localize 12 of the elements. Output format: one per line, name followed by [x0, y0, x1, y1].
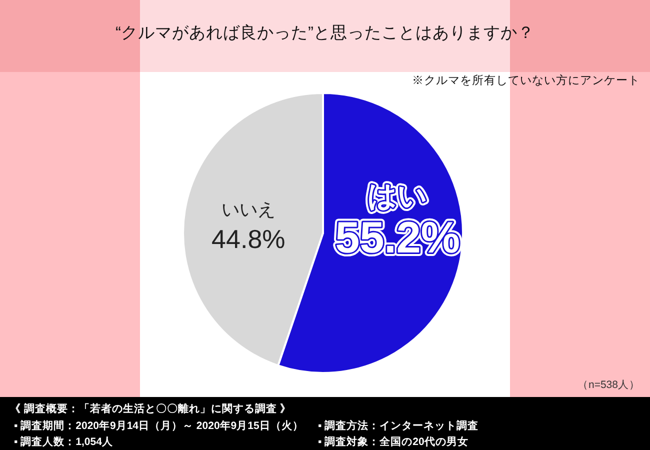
- text: ▪ 調査期間：2020年9月14日（月）～ 2020年9月15日（火）: [14, 419, 304, 433]
- data-label: 55.2%: [335, 213, 460, 262]
- data-label: 44.8%: [212, 224, 286, 254]
- text: ▪ 調査対象：全国の20代の男女: [318, 435, 468, 449]
- text: ※クルマを所有していない方にアンケート: [412, 74, 640, 88]
- chart-title: “クルマがあれば良かった”と思ったことはありますか？: [114, 23, 536, 44]
- slice-label: いいえ: [221, 200, 276, 220]
- text: （n=538人）: [578, 378, 640, 392]
- text: 《 調査概要：「若者の生活と〇〇離れ」に関する調査 》: [10, 402, 291, 416]
- text: ▪ 調査方法：インターネット調査: [318, 419, 479, 433]
- text: ▪ 調査人数：1,054人: [14, 435, 113, 449]
- slice-label: はい: [368, 180, 428, 212]
